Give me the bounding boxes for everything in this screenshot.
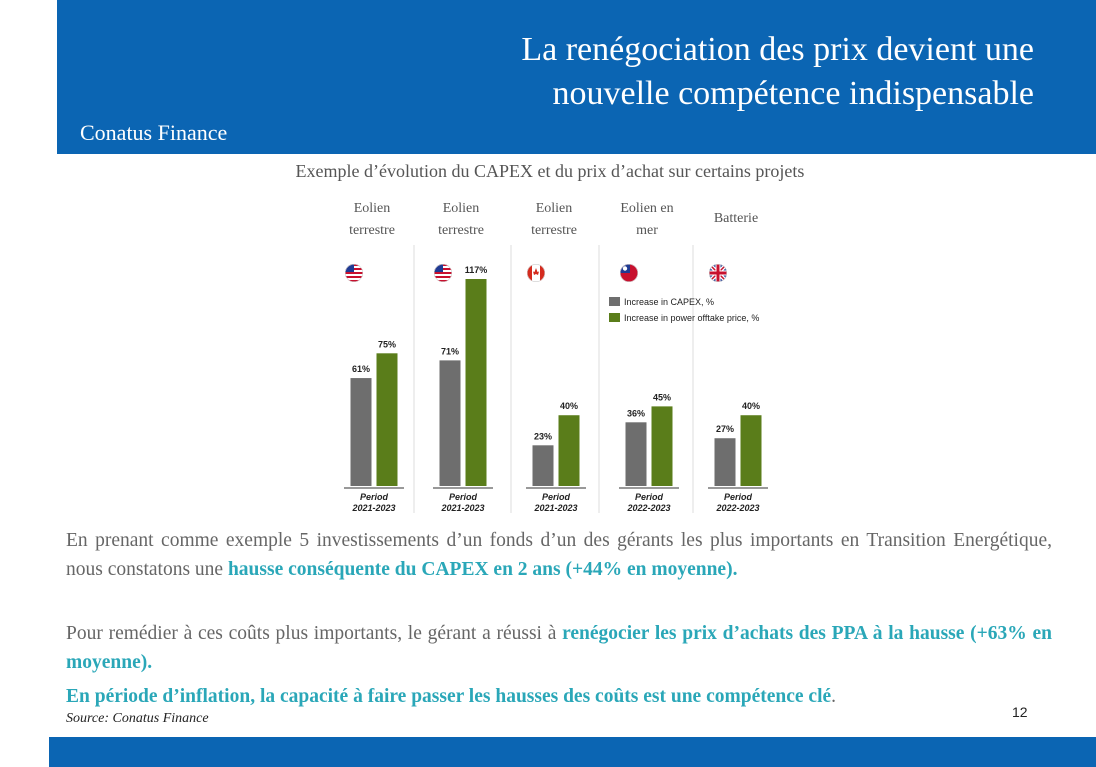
page-title: La renégociation des prix devient une no… — [334, 28, 1034, 116]
data-label: 40% — [742, 401, 760, 411]
paragraph-1-text: En prenant comme exemple 5 investissemen… — [66, 530, 1052, 580]
category-label: Eolien — [443, 201, 480, 216]
data-label: 40% — [560, 401, 578, 411]
flag-canton — [345, 264, 354, 272]
legend-swatch — [609, 313, 620, 322]
period-years: 2022-2023 — [626, 503, 670, 513]
footer-banner — [49, 737, 1096, 767]
data-label: 36% — [627, 408, 645, 418]
flag-band-left — [527, 264, 532, 282]
bar-chart: Eolienterrestre61%75%Period2021-2023Eoli… — [344, 201, 768, 513]
flag-cross-red — [709, 264, 727, 282]
bar-capex — [439, 360, 461, 486]
title-line-2: nouvelle compétence indispensable — [552, 75, 1035, 112]
flag-band-right — [540, 264, 545, 282]
flag-stripe — [434, 276, 452, 278]
maple-leaf — [533, 268, 539, 275]
bar-offtake-price — [740, 415, 762, 486]
legend-swatch — [609, 297, 620, 306]
legend-label: Increase in power offtake price, % — [624, 313, 759, 323]
page-number: 12 — [1012, 704, 1028, 720]
category-label-line2: terrestre — [531, 223, 577, 238]
period-label: Period — [635, 492, 664, 502]
source-note: Source: Conatus Finance — [66, 711, 209, 726]
legend-label: Increase in CAPEX, % — [624, 297, 714, 307]
flag-stripe — [345, 272, 363, 274]
flag-body — [527, 264, 545, 282]
category-label-line2: mer — [636, 223, 658, 238]
bar-capex — [532, 445, 554, 486]
data-label: 27% — [716, 424, 734, 434]
taiwan-flag-icon — [620, 264, 638, 282]
flag-border — [434, 264, 452, 282]
data-label: 71% — [441, 346, 459, 356]
category-label: Eolien en — [620, 201, 673, 216]
bar-capex — [625, 422, 647, 486]
paragraph-1: En prenant comme exemple 5 investissemen… — [66, 526, 1052, 584]
flag-border — [527, 264, 545, 282]
bar-offtake-price — [376, 353, 398, 486]
category-label-line2: terrestre — [438, 223, 484, 238]
flag-body — [345, 264, 363, 282]
category-label: Eolien — [536, 201, 573, 216]
uk-flag-icon — [709, 264, 727, 282]
flag-body — [620, 264, 638, 282]
paragraph-3: En période d’inflation, la capacité à fa… — [66, 682, 1052, 711]
paragraph-2-highlight: renégocier les prix d’achats des PPA à l… — [66, 623, 1052, 673]
title-line-1: La renégociation des prix devient une — [521, 31, 1034, 68]
flag-body — [434, 264, 452, 282]
period-years: 2022-2023 — [715, 503, 759, 513]
period-label: Period — [724, 492, 753, 502]
header-banner: La renégociation des prix devient une no… — [57, 0, 1096, 154]
bar-offtake-price — [558, 415, 580, 486]
bar-offtake-price — [651, 406, 673, 486]
brand-name: Conatus Finance — [80, 120, 228, 145]
flag-sun — [622, 266, 628, 271]
period-years: 2021-2023 — [351, 503, 395, 513]
paragraph-3-highlight: En période d’inflation, la capacité à fa… — [66, 686, 832, 707]
period-label: Period — [360, 492, 389, 502]
period-label: Period — [542, 492, 571, 502]
paragraph-2: Pour remédier à ces coûts plus important… — [66, 619, 1052, 677]
flag-canton — [434, 264, 443, 272]
us-flag-icon — [434, 264, 452, 282]
chart-title: Exemple d’évolution du CAPEX et du prix … — [295, 161, 805, 181]
data-label: 45% — [653, 392, 671, 402]
data-label: 61% — [352, 364, 370, 374]
paragraph-1-highlight: hausse conséquente du CAPEX en 2 ans (+4… — [227, 559, 738, 580]
flag-border — [620, 264, 638, 282]
paragraph-3-end: . — [831, 686, 837, 707]
category-label-line2: terrestre — [349, 223, 395, 238]
flag-border — [345, 264, 363, 282]
period-years: 2021-2023 — [533, 503, 577, 513]
period-label: Period — [449, 492, 478, 502]
data-label: 117% — [465, 265, 488, 275]
bar-capex — [714, 438, 736, 486]
flag-border — [709, 264, 727, 282]
us-flag-icon — [345, 264, 363, 282]
category-label: Batterie — [714, 211, 758, 226]
flag-stripe — [345, 276, 363, 278]
data-label: 23% — [534, 431, 552, 441]
flag-stripe — [434, 272, 452, 274]
flag-stripe — [345, 280, 363, 282]
paragraph-2-text: Pour remédier à ces coûts plus important… — [66, 623, 563, 644]
bar-capex — [350, 378, 372, 486]
category-label: Eolien — [354, 201, 391, 216]
bar-offtake-price — [465, 279, 487, 486]
canada-flag-icon — [527, 264, 545, 282]
flag-stripe — [434, 280, 452, 282]
period-years: 2021-2023 — [440, 503, 484, 513]
data-label: 75% — [378, 339, 396, 349]
